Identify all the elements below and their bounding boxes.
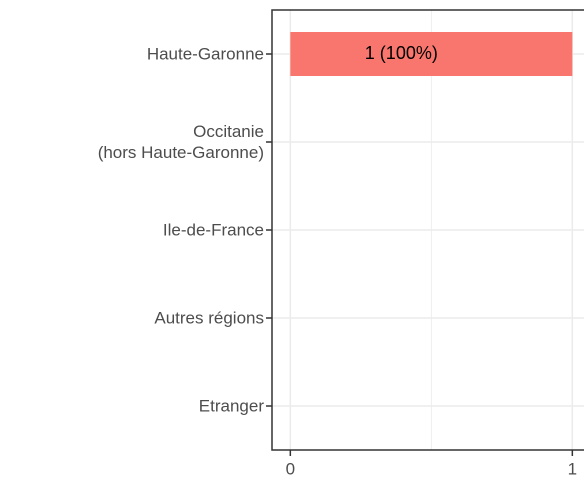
value-label: 1 (100%) (365, 43, 438, 63)
y-tick-label: Etranger (198, 396, 264, 416)
y-tick-label: Occitanie (hors Haute-Garonne) (97, 122, 264, 162)
x-tick-label: 0 (286, 459, 295, 478)
x-tick-label: 1 (568, 459, 577, 478)
y-tick-label: Ile-de-France (162, 220, 264, 240)
y-tick-label: Haute-Garonne (146, 44, 264, 64)
y-tick-label: Autres régions (154, 308, 264, 328)
bar (290, 32, 573, 76)
panel-border (271, 9, 584, 451)
